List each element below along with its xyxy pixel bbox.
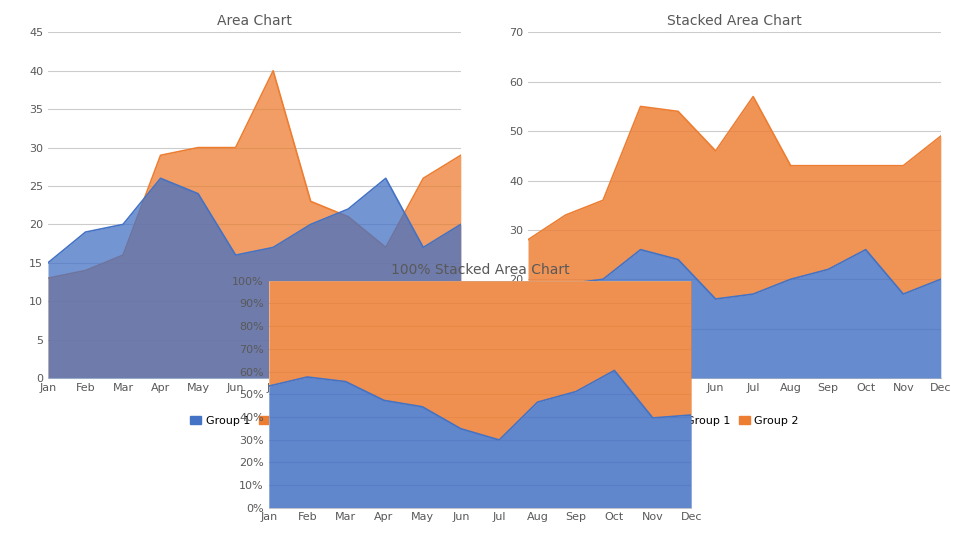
Title: Stacked Area Chart: Stacked Area Chart xyxy=(667,15,802,29)
Legend: Group 1, Group 2: Group 1, Group 2 xyxy=(665,411,804,430)
Title: Area Chart: Area Chart xyxy=(217,15,292,29)
Legend: Group 1, Group 2: Group 1, Group 2 xyxy=(185,411,324,430)
Title: 100% Stacked Area Chart: 100% Stacked Area Chart xyxy=(391,263,569,277)
